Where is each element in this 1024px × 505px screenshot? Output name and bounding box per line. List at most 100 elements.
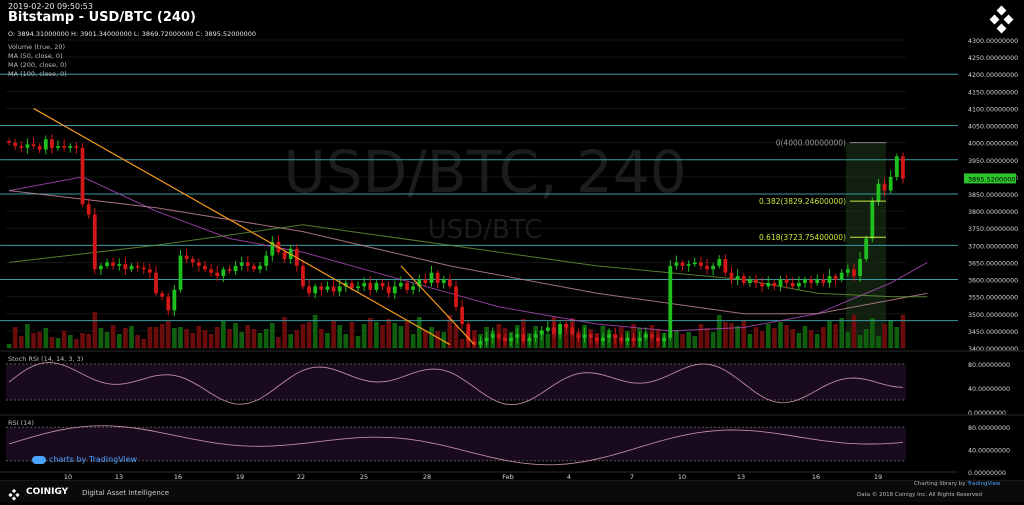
candle-body[interactable] <box>882 183 887 191</box>
candle-body[interactable] <box>613 334 618 338</box>
candle-body[interactable] <box>429 272 434 283</box>
candle-body[interactable] <box>350 282 354 289</box>
candle-body[interactable] <box>766 282 771 287</box>
candle-body[interactable] <box>894 156 899 177</box>
candle-body[interactable] <box>852 269 856 277</box>
candle-body[interactable] <box>460 306 465 325</box>
candle-body[interactable] <box>7 140 11 143</box>
candle-body[interactable] <box>533 334 538 338</box>
candle-body[interactable] <box>380 282 385 287</box>
candle-body[interactable] <box>135 265 140 268</box>
candle-body[interactable] <box>123 264 128 270</box>
candle-body[interactable] <box>747 279 752 283</box>
candle-body[interactable] <box>447 279 452 287</box>
candle-body[interactable] <box>331 286 336 292</box>
candle-body[interactable] <box>86 204 91 215</box>
candle-body[interactable] <box>203 265 207 270</box>
candle-body[interactable] <box>368 282 373 290</box>
candle-body[interactable] <box>178 255 183 290</box>
candle-body[interactable] <box>778 279 783 287</box>
candle-body[interactable] <box>356 286 360 289</box>
candle-body[interactable] <box>888 176 893 191</box>
candle-body[interactable] <box>717 259 722 266</box>
candle-body[interactable] <box>264 255 269 266</box>
candle-body[interactable] <box>190 259 195 263</box>
candle-body[interactable] <box>37 146 42 150</box>
candle-body[interactable] <box>686 264 691 266</box>
candle-body[interactable] <box>282 252 287 260</box>
candle-body[interactable] <box>496 334 501 338</box>
candle-body[interactable] <box>803 279 807 283</box>
candle-body[interactable] <box>754 279 758 283</box>
candle-body[interactable] <box>772 282 777 287</box>
candle-body[interactable] <box>307 286 311 294</box>
candle-body[interactable] <box>154 272 158 294</box>
candle-body[interactable] <box>705 265 709 270</box>
candle-body[interactable] <box>184 255 189 260</box>
candle-body[interactable] <box>827 276 832 283</box>
candle-body[interactable] <box>50 139 54 148</box>
candle-body[interactable] <box>43 139 48 150</box>
candle-body[interactable] <box>839 272 844 280</box>
candle-body[interactable] <box>564 324 569 328</box>
candle-body[interactable] <box>490 334 495 338</box>
candle-body[interactable] <box>625 337 630 342</box>
candle-body[interactable] <box>31 144 36 147</box>
indicator-ma200[interactable]: MA (200, close, 0) <box>8 61 67 69</box>
candle-body[interactable] <box>662 337 667 342</box>
candle-body[interactable] <box>515 334 520 338</box>
candle-body[interactable] <box>876 183 881 201</box>
candle-body[interactable] <box>62 146 67 148</box>
candle-body[interactable] <box>386 286 391 294</box>
candle-body[interactable] <box>80 147 85 205</box>
candle-body[interactable] <box>472 341 477 345</box>
candle-body[interactable] <box>392 286 397 294</box>
trendline[interactable] <box>400 265 475 345</box>
candle-body[interactable] <box>478 341 483 345</box>
candle-body[interactable] <box>576 334 581 338</box>
candle-body[interactable] <box>735 276 740 280</box>
candle-body[interactable] <box>650 334 654 338</box>
candle-body[interactable] <box>503 337 507 342</box>
trendline[interactable] <box>33 107 451 346</box>
candle-body[interactable] <box>509 337 513 342</box>
candle-body[interactable] <box>68 146 73 148</box>
candle-body[interactable] <box>215 272 220 277</box>
candle-body[interactable] <box>160 293 165 297</box>
candle-body[interactable] <box>809 279 813 283</box>
candle-body[interactable] <box>258 265 262 270</box>
candle-body[interactable] <box>239 262 244 266</box>
candle-body[interactable] <box>729 272 734 280</box>
candle-body[interactable] <box>74 146 79 148</box>
candle-body[interactable] <box>815 279 820 283</box>
candle-body[interactable] <box>582 334 587 338</box>
candle-body[interactable] <box>668 265 673 338</box>
candle-body[interactable] <box>172 289 177 311</box>
candle-body[interactable] <box>117 264 122 266</box>
candle-body[interactable] <box>319 286 324 290</box>
candle-body[interactable] <box>129 265 134 270</box>
price-chart[interactable]: USD/BTC, 240 USD/BTC 0(4000.00000000) 0.3… <box>0 0 1024 480</box>
candle-body[interactable] <box>711 265 716 270</box>
candle-body[interactable] <box>252 265 256 270</box>
candle-body[interactable] <box>405 282 409 290</box>
candle-body[interactable] <box>270 241 275 256</box>
candle-body[interactable] <box>864 238 869 260</box>
candle-body[interactable] <box>594 337 599 342</box>
candle-body[interactable] <box>643 334 648 338</box>
candle-body[interactable] <box>527 337 532 342</box>
candle-body[interactable] <box>674 262 679 266</box>
candle-body[interactable] <box>56 146 60 148</box>
candle-body[interactable] <box>441 279 446 283</box>
candle-body[interactable] <box>337 286 342 292</box>
candle-body[interactable] <box>631 337 636 342</box>
candle-body[interactable] <box>233 265 238 271</box>
candle-body[interactable] <box>374 282 379 290</box>
candle-body[interactable] <box>221 269 226 277</box>
candle-body[interactable] <box>411 286 416 290</box>
candle-body[interactable] <box>741 276 746 283</box>
candle-body[interactable] <box>601 337 605 342</box>
candle-body[interactable] <box>760 282 765 287</box>
candle-body[interactable] <box>699 262 703 266</box>
candle-body[interactable] <box>545 327 550 331</box>
